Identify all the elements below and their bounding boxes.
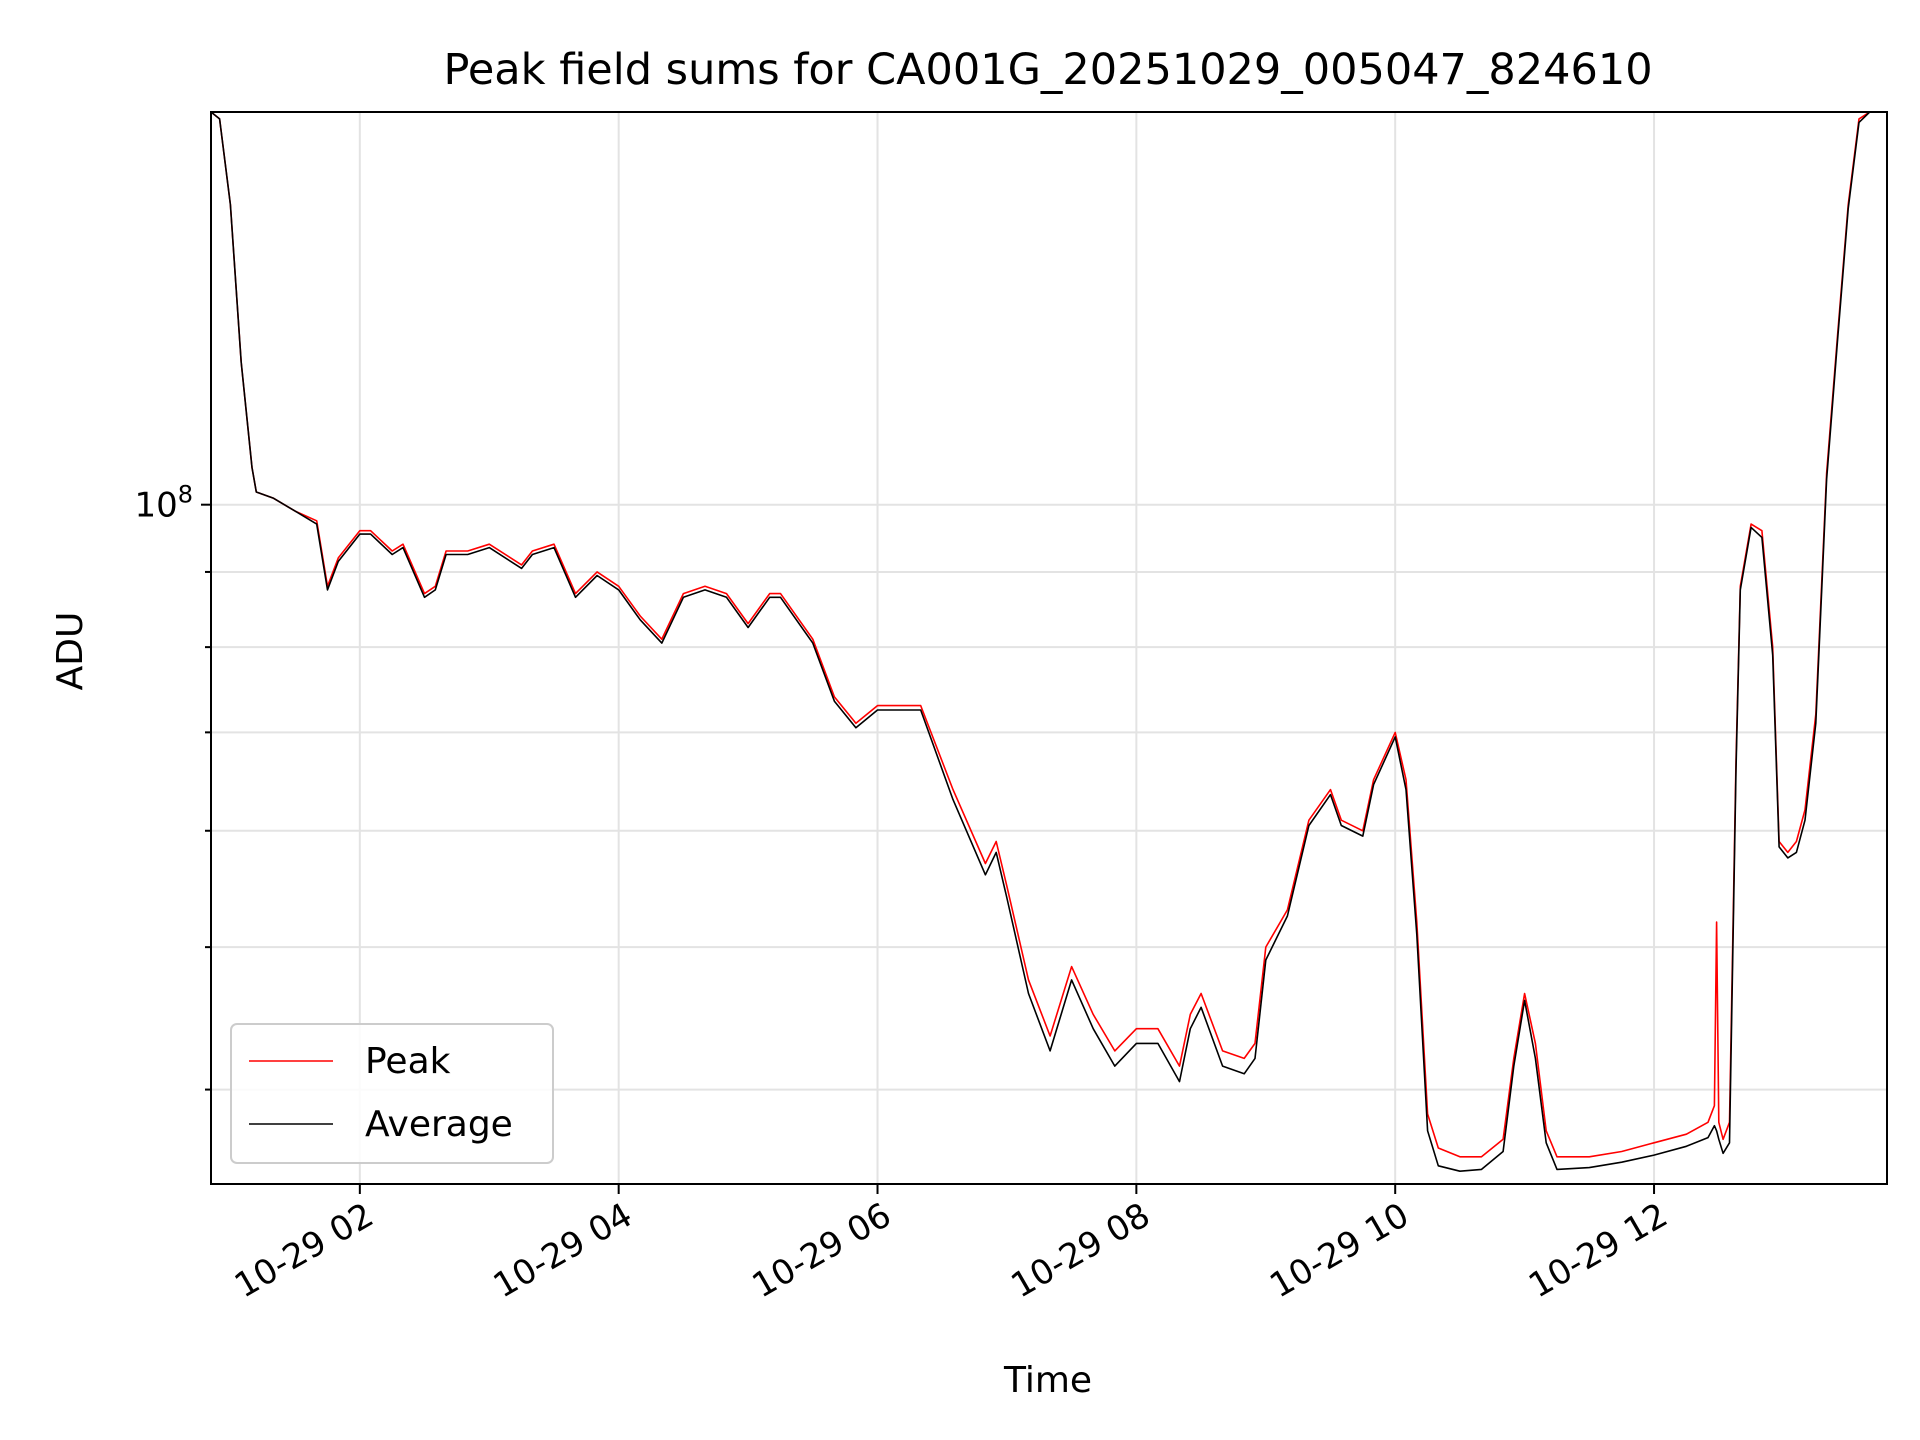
legend: Peak Average	[230, 1023, 554, 1164]
series-lines	[211, 112, 1887, 1172]
legend-box	[230, 1023, 554, 1164]
x-axis-label: Time	[1003, 1360, 1092, 1401]
series-line-average	[211, 112, 1887, 1172]
grid	[211, 112, 1887, 1184]
series-line-peak	[211, 112, 1887, 1158]
chart-title: Peak field sums for CA001G_20251029_0050…	[443, 45, 1652, 95]
legend-peak-label: Peak	[365, 1041, 451, 1082]
y-axis-label: ADU	[50, 612, 91, 691]
legend-average-label: Average	[365, 1104, 513, 1145]
y-tick-label: 108	[134, 481, 193, 526]
